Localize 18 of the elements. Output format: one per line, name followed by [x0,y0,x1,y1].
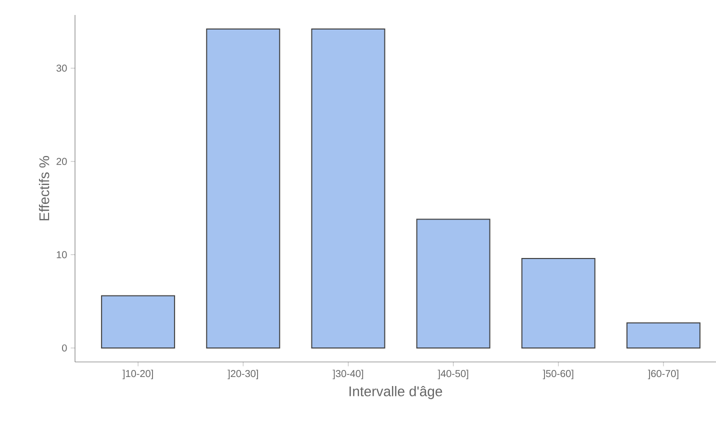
x-tick-label: ]20-30] [228,370,258,380]
x-tick-label: ]10-20] [122,370,153,380]
x-tick-label: ]40-50] [438,370,468,380]
bar [416,218,490,348]
y-tick-label: 0 [62,344,67,352]
x-axis-title: Intervalle d'âge [350,386,442,400]
y-tick-label: 10 [56,251,67,258]
bar [101,295,176,348]
bar [521,258,596,348]
bar [206,28,280,348]
y-axis-title: Effectifs % [38,156,50,220]
y-tick-label: 30 [56,64,67,72]
x-tick-label: ]60-70] [648,370,678,380]
bar [626,322,700,348]
y-tick-label: 20 [56,158,67,165]
bar [311,28,386,348]
x-tick-label: ]50-60] [542,370,574,380]
x-tick-label: ]30-40] [332,370,364,380]
